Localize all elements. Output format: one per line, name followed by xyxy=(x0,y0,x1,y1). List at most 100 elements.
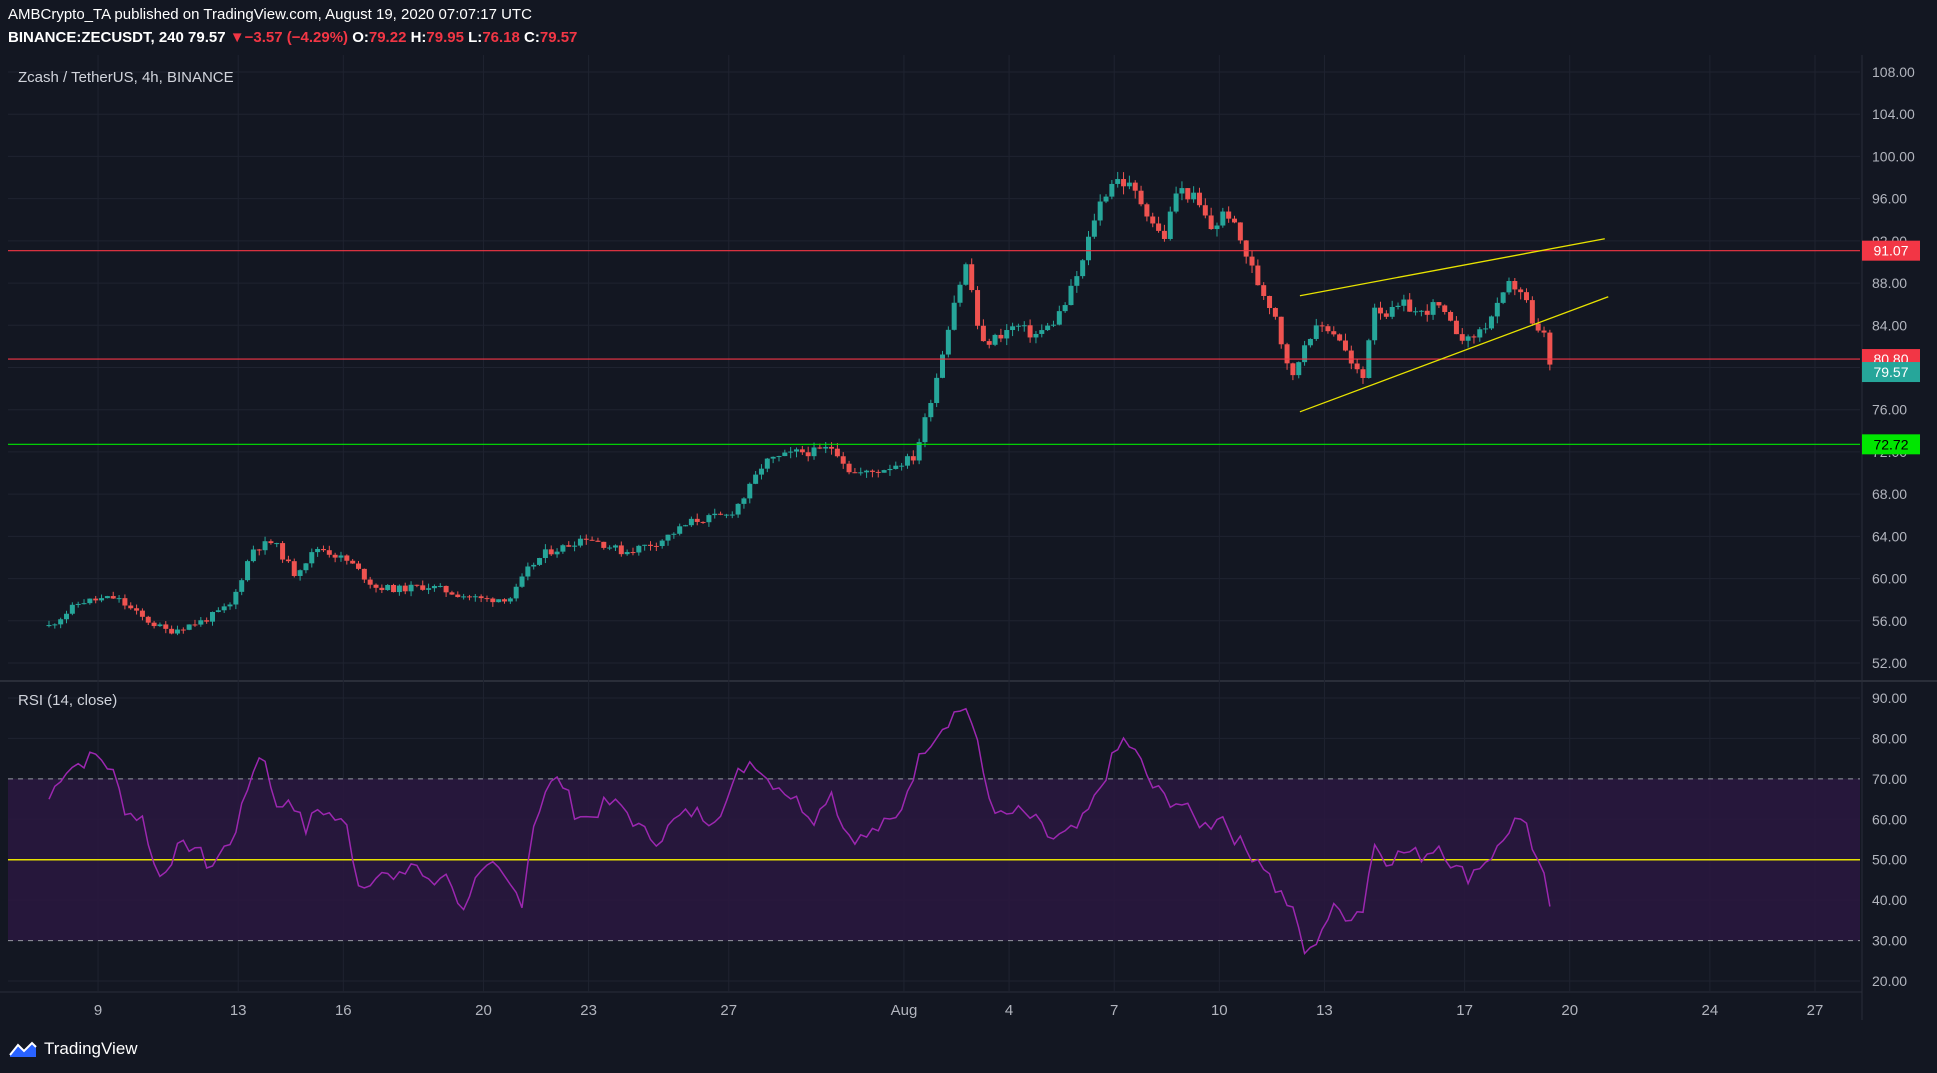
candle-up xyxy=(1021,325,1027,327)
candle-up xyxy=(303,563,309,571)
candle-down xyxy=(875,471,881,473)
candle-down xyxy=(1185,188,1191,200)
candle-up xyxy=(899,465,905,467)
candle-up xyxy=(671,533,677,535)
candle-down xyxy=(566,545,572,547)
candle-up xyxy=(560,545,566,552)
candle-up xyxy=(893,465,899,469)
tradingview-logo-text: TradingView xyxy=(44,1039,138,1058)
candle-up xyxy=(1220,211,1226,226)
candle-down xyxy=(1156,223,1162,231)
time-tick-label: 27 xyxy=(720,1002,737,1019)
candle-down xyxy=(630,552,636,554)
price-tick-label: 104.00 xyxy=(1872,106,1915,122)
candle-up xyxy=(396,585,402,593)
candle-down xyxy=(805,452,811,457)
tradingview-logo-icon xyxy=(9,1041,37,1057)
candle-up xyxy=(683,525,689,527)
candle-down xyxy=(1383,313,1389,317)
price-tick-label: 68.00 xyxy=(1872,486,1907,502)
candle-up xyxy=(1173,193,1179,212)
candle-down xyxy=(700,521,706,523)
rsi-tick-label: 60.00 xyxy=(1872,811,1907,827)
candle-up xyxy=(531,564,537,567)
rsi-tick-label: 40.00 xyxy=(1872,892,1907,908)
candle-down xyxy=(122,598,128,606)
candle-up xyxy=(1302,345,1308,363)
candle-up xyxy=(677,526,683,534)
time-tick-label: 9 xyxy=(94,1002,102,1019)
candle-down xyxy=(986,341,992,345)
candle-down xyxy=(332,554,338,558)
candle-down xyxy=(829,446,835,449)
candle-down xyxy=(134,608,140,611)
candle-down xyxy=(139,610,145,617)
candle-up xyxy=(385,585,391,591)
candle-down xyxy=(595,540,601,542)
candle-up xyxy=(99,598,105,601)
candle-down xyxy=(653,545,659,547)
time-tick-label: 7 xyxy=(1110,1002,1118,1019)
candle-down xyxy=(1337,334,1343,341)
candle-up xyxy=(934,377,940,404)
candle-down xyxy=(998,334,1004,339)
candle-down xyxy=(840,456,846,464)
candle-down xyxy=(280,543,286,560)
open-label: O: xyxy=(352,29,369,46)
candle-down xyxy=(391,585,397,593)
candle-up xyxy=(227,604,233,607)
rsi-tick-label: 70.00 xyxy=(1872,771,1907,787)
candle-up xyxy=(1115,179,1121,184)
candle-up xyxy=(245,561,251,581)
candle-up xyxy=(239,580,245,592)
candle-up xyxy=(1395,305,1401,307)
candle-up xyxy=(1372,307,1378,341)
candle-up xyxy=(75,603,81,605)
tradingview-logo[interactable]: TradingView xyxy=(8,1039,138,1059)
candle-down xyxy=(1272,308,1278,317)
candle-up xyxy=(1313,325,1319,339)
candle-up xyxy=(297,570,303,576)
candle-up xyxy=(1010,326,1016,331)
rsi-tick-label: 50.00 xyxy=(1872,852,1907,868)
candle-up xyxy=(1039,330,1045,334)
candle-up xyxy=(624,552,630,555)
candle-down xyxy=(718,513,724,515)
rsi-tick-label: 30.00 xyxy=(1872,933,1907,949)
candle-up xyxy=(706,515,712,523)
candle-down xyxy=(799,449,805,453)
candle-down xyxy=(326,550,332,555)
candle-up xyxy=(887,468,893,471)
candle-up xyxy=(309,552,315,564)
candle-down xyxy=(1442,305,1448,312)
candle-up xyxy=(881,470,887,473)
down-arrow-icon: ▼ xyxy=(229,29,245,46)
candle-down xyxy=(128,605,134,609)
candle-up xyxy=(1015,325,1021,327)
candle-up xyxy=(1097,201,1103,221)
candle-down xyxy=(163,624,169,629)
candle-down xyxy=(478,596,484,599)
time-tick-label: 10 xyxy=(1211,1002,1228,1019)
candle-up xyxy=(1191,192,1197,200)
candle-up xyxy=(723,514,729,516)
candle-up xyxy=(1179,188,1185,194)
candle-up xyxy=(513,586,519,599)
candle-up xyxy=(186,624,192,630)
candle-down xyxy=(1278,316,1284,345)
candle-down xyxy=(1535,323,1541,331)
candle-down xyxy=(648,544,654,546)
candle-up xyxy=(198,620,204,625)
time-tick-label: 4 xyxy=(1005,1002,1013,1019)
candle-up xyxy=(1296,362,1302,376)
level-tag xyxy=(1862,434,1920,455)
time-tick-label: 23 xyxy=(580,1002,597,1019)
candle-down xyxy=(379,587,385,591)
candle-up xyxy=(1465,336,1471,341)
candle-down xyxy=(1267,295,1273,309)
candle-up xyxy=(659,540,665,547)
candle-down xyxy=(1342,340,1348,351)
candle-down xyxy=(1249,256,1255,266)
candle-up xyxy=(210,611,216,622)
